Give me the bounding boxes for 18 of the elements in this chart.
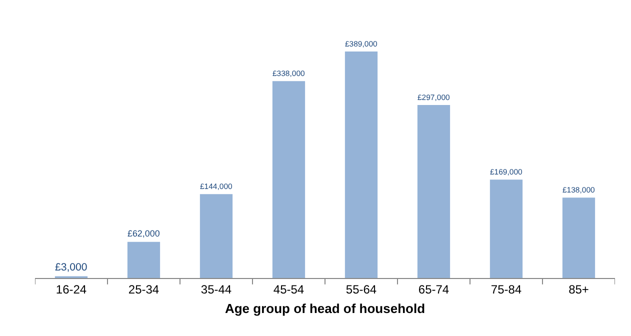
- x-tick-label: 65-74: [418, 282, 450, 296]
- x-tick-label: 55-64: [346, 282, 377, 296]
- x-tick-label: 75-84: [490, 282, 522, 296]
- x-tick-label: 25-34: [128, 282, 160, 296]
- x-tick-label: 45-54: [273, 282, 304, 296]
- data-label: £62,000: [127, 228, 160, 239]
- bar: [490, 180, 523, 278]
- bar: [127, 242, 160, 278]
- x-tick-label: 35-44: [200, 282, 232, 296]
- bar: [272, 81, 306, 278]
- bar: [417, 105, 450, 278]
- bar: [344, 51, 378, 278]
- bar: [562, 198, 596, 278]
- data-label: £3,000: [54, 262, 88, 274]
- x-tick-label: 16-24: [56, 282, 87, 296]
- x-axis-title: Age group of head of household: [224, 301, 426, 316]
- bar: [200, 194, 233, 278]
- x-tick-label: 85+: [568, 282, 589, 296]
